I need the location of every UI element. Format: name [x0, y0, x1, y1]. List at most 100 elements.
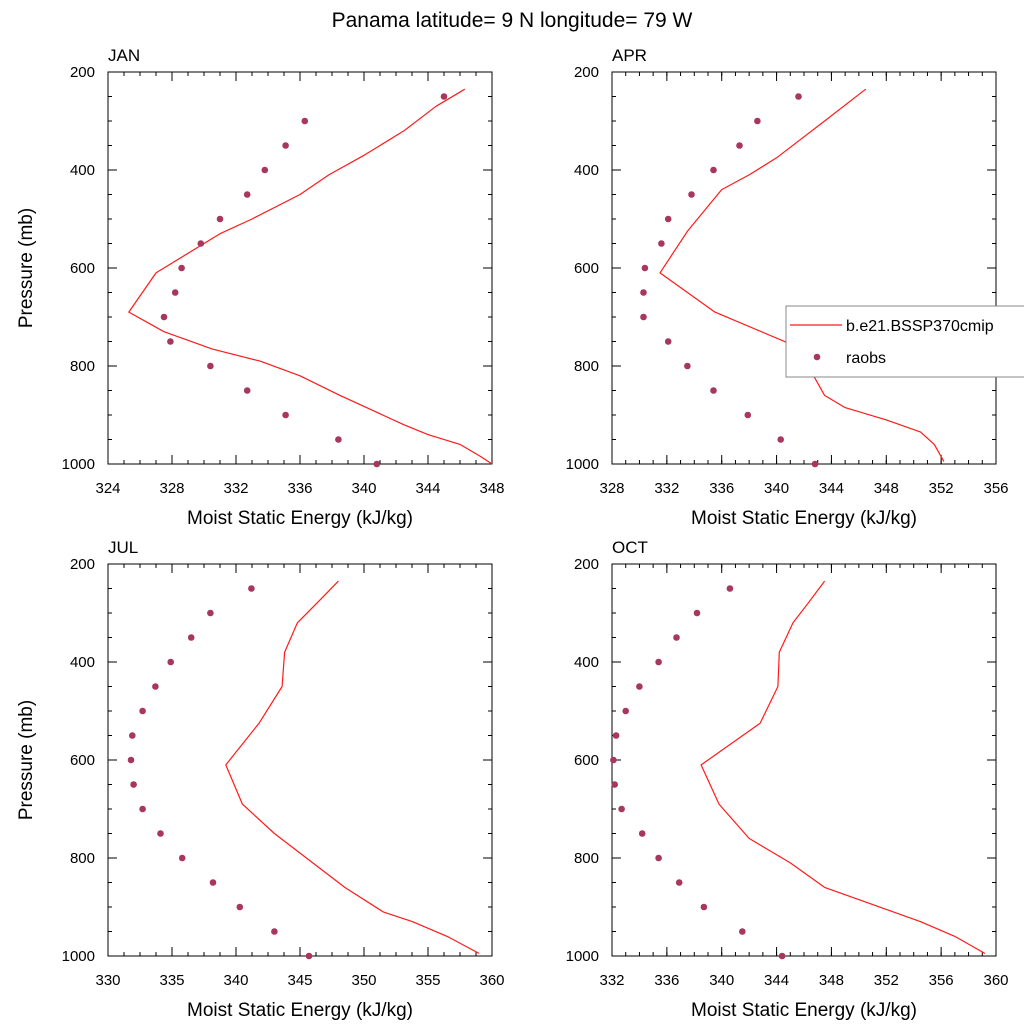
raobs-point: [197, 240, 205, 247]
series-line-model: [659, 88, 945, 462]
y-tick-label: 1000: [62, 948, 95, 965]
raobs-point: [611, 781, 618, 788]
x-tick-label: 344: [764, 972, 789, 989]
y-axis-label: Pressure (mb): [16, 208, 37, 328]
x-tick-label: 324: [95, 480, 120, 497]
y-tick-label: 600: [574, 752, 599, 769]
x-axis-label: Moist Static Energy (kJ/kg): [691, 508, 917, 529]
raobs-point: [664, 338, 672, 345]
x-tick-label: 356: [983, 480, 1008, 497]
x-tick-label: 340: [709, 972, 734, 989]
panel-apr: APR 328 332 336 340 344 348 352 356 200 400 600 800 1…: [566, 46, 1009, 529]
x-tick-label: 330: [95, 972, 120, 989]
raobs-point: [152, 683, 159, 690]
y-tick-label: 200: [70, 64, 95, 81]
raobs-point: [139, 805, 146, 813]
raobs-point: [216, 215, 224, 223]
x-tick-label: 344: [415, 480, 440, 497]
raobs-point: [178, 854, 186, 862]
raobs-point: [248, 585, 255, 592]
panel-title: OCT: [612, 538, 648, 557]
raobs-point: [638, 830, 646, 837]
x-tick-label: 332: [223, 480, 248, 497]
raobs-point: [373, 460, 381, 468]
raobs-point: [171, 289, 179, 296]
raobs-point: [129, 732, 136, 739]
x-tick-label: 328: [599, 480, 624, 497]
legend-marker-swatch: [813, 353, 821, 361]
y-tick-label: 200: [574, 556, 599, 573]
raobs-point: [178, 264, 185, 272]
series-line-model: [700, 580, 986, 955]
legend-label-model: b.e21.BSSP370cmip: [846, 318, 994, 335]
series-line-model: [225, 580, 480, 955]
x-tick-label: 336: [654, 972, 679, 989]
x-tick-label: 352: [929, 480, 954, 497]
x-tick-label: 328: [159, 480, 184, 497]
raobs-point: [207, 362, 214, 370]
panel-jul: JUL 330 335 340 345 350 355 360 200 400 600 800 1000…: [16, 538, 505, 1021]
y-tick-label: 800: [70, 358, 95, 375]
y-tick-label: 1000: [62, 456, 95, 473]
y-tick-label: 600: [70, 260, 95, 277]
figure-title: Panama latitude= 9 N longitude= 79 W: [332, 9, 693, 32]
raobs-point: [778, 952, 786, 960]
y-tick-label: 800: [574, 850, 599, 867]
x-tick-label: 352: [874, 972, 899, 989]
raobs-point: [243, 191, 251, 198]
raobs-point: [236, 903, 244, 911]
raobs-point: [139, 707, 146, 715]
raobs-point: [684, 362, 691, 370]
raobs-point: [640, 313, 647, 321]
raobs-point: [305, 952, 313, 960]
raobs-point: [744, 411, 752, 419]
x-tick-label: 350: [351, 972, 376, 989]
raobs-point: [187, 634, 195, 641]
x-tick-label: 344: [819, 480, 844, 497]
y-tick-label: 600: [70, 752, 95, 769]
raobs-point: [655, 658, 662, 666]
raobs-point: [160, 313, 168, 321]
y-tick-label: 200: [574, 64, 599, 81]
x-tick-label: 348: [874, 480, 899, 497]
raobs-point: [811, 460, 819, 468]
x-tick-label: 348: [819, 972, 844, 989]
series-line-model: [128, 88, 493, 465]
raobs-point: [710, 387, 717, 394]
x-tick-label: 332: [599, 972, 624, 989]
raobs-point: [693, 609, 701, 617]
raobs-point: [440, 93, 448, 100]
raobs-point: [271, 928, 278, 935]
raobs-point: [612, 732, 620, 739]
plot-frame: [611, 563, 997, 957]
raobs-point: [207, 609, 214, 617]
x-axis-label: Moist Static Energy (kJ/kg): [187, 508, 413, 529]
raobs-point: [739, 928, 746, 935]
raobs-point: [243, 387, 251, 394]
raobs-point: [301, 117, 309, 125]
y-tick-label: 1000: [566, 456, 599, 473]
x-axis-label: Moist Static Energy (kJ/kg): [691, 1000, 917, 1021]
x-tick-label: 340: [351, 480, 376, 497]
x-tick-label: 348: [479, 480, 504, 497]
raobs-point: [754, 117, 761, 125]
raobs-point: [335, 436, 342, 443]
plot-frame: [107, 563, 493, 957]
x-tick-label: 332: [654, 480, 679, 497]
raobs-point: [622, 707, 629, 715]
panel-oct: OCT 332 336 340 344 348 352 356 360 200 400 600 800 1…: [566, 538, 1009, 1021]
raobs-point: [157, 830, 164, 837]
raobs-point: [688, 191, 695, 198]
raobs-point: [610, 756, 617, 764]
raobs-point: [282, 142, 289, 149]
x-tick-label: 340: [223, 972, 248, 989]
raobs-point: [710, 166, 717, 174]
panel-title: JUL: [108, 538, 138, 557]
raobs-point: [127, 756, 135, 764]
y-tick-label: 400: [70, 162, 95, 179]
panel-jan: JAN 324 328 332 336 340 344 348 200 400 600 800 1000…: [16, 46, 505, 529]
panel-title: JAN: [108, 46, 140, 65]
x-tick-label: 340: [764, 480, 789, 497]
x-tick-label: 336: [709, 480, 734, 497]
